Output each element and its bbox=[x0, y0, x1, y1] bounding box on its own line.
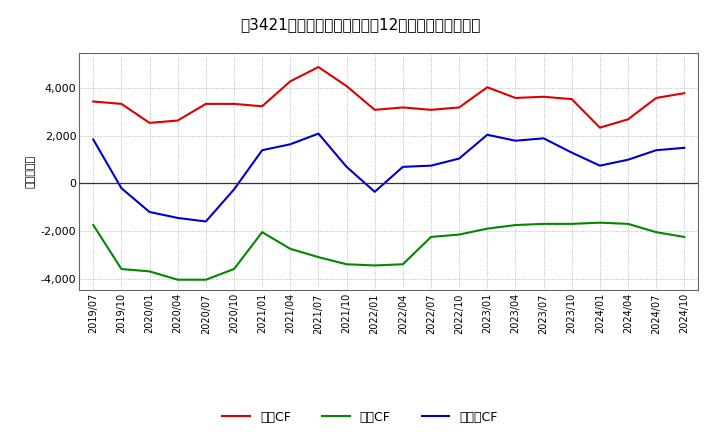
Legend: 営業CF, 投資CF, フリーCF: 営業CF, 投資CF, フリーCF bbox=[217, 407, 503, 429]
フリーCF bbox=[399, 164, 408, 169]
投資CF bbox=[370, 263, 379, 268]
フリーCF bbox=[652, 147, 660, 153]
営業CF bbox=[427, 107, 436, 113]
営業CF bbox=[455, 105, 464, 110]
営業CF bbox=[680, 91, 688, 96]
フリーCF bbox=[595, 163, 604, 168]
フリーCF bbox=[174, 215, 182, 220]
投資CF bbox=[511, 222, 520, 228]
フリーCF bbox=[455, 156, 464, 161]
フリーCF bbox=[117, 186, 126, 191]
投資CF bbox=[145, 269, 154, 274]
投資CF bbox=[399, 262, 408, 267]
Y-axis label: （百万円）: （百万円） bbox=[25, 155, 35, 188]
営業CF bbox=[145, 120, 154, 125]
フリーCF bbox=[511, 138, 520, 143]
フリーCF bbox=[145, 209, 154, 215]
フリーCF bbox=[89, 137, 98, 142]
営業CF bbox=[286, 79, 294, 84]
投資CF bbox=[89, 222, 98, 228]
営業CF bbox=[652, 95, 660, 101]
投資CF bbox=[202, 277, 210, 282]
投資CF bbox=[595, 220, 604, 225]
投資CF bbox=[314, 254, 323, 260]
投資CF bbox=[342, 262, 351, 267]
フリーCF bbox=[370, 189, 379, 194]
営業CF bbox=[370, 107, 379, 113]
フリーCF bbox=[624, 157, 632, 162]
フリーCF bbox=[230, 187, 238, 192]
営業CF bbox=[539, 94, 548, 99]
投資CF bbox=[286, 246, 294, 252]
投資CF bbox=[427, 234, 436, 239]
営業CF bbox=[624, 117, 632, 122]
フリーCF bbox=[258, 147, 266, 153]
投資CF bbox=[483, 226, 492, 231]
フリーCF bbox=[539, 136, 548, 141]
営業CF bbox=[595, 125, 604, 130]
営業CF bbox=[230, 101, 238, 106]
投資CF bbox=[455, 232, 464, 237]
フリーCF bbox=[314, 131, 323, 136]
Line: フリーCF: フリーCF bbox=[94, 134, 684, 221]
営業CF bbox=[89, 99, 98, 104]
フリーCF bbox=[427, 163, 436, 168]
営業CF bbox=[483, 84, 492, 90]
投資CF bbox=[258, 230, 266, 235]
営業CF bbox=[314, 64, 323, 70]
営業CF bbox=[258, 103, 266, 109]
投資CF bbox=[230, 266, 238, 271]
投資CF bbox=[174, 277, 182, 282]
営業CF bbox=[202, 101, 210, 106]
Text: 3421、キャッシュフローの12か月移動合計の推移: 3421、キャッシュフローの12か月移動合計の推移 bbox=[240, 18, 480, 33]
営業CF bbox=[117, 101, 126, 106]
営業CF bbox=[174, 118, 182, 123]
フリーCF bbox=[680, 145, 688, 150]
フリーCF bbox=[483, 132, 492, 137]
Line: 投資CF: 投資CF bbox=[94, 223, 684, 280]
投資CF bbox=[652, 230, 660, 235]
フリーCF bbox=[567, 150, 576, 155]
営業CF bbox=[567, 96, 576, 102]
フリーCF bbox=[202, 219, 210, 224]
フリーCF bbox=[342, 164, 351, 169]
フリーCF bbox=[286, 142, 294, 147]
Line: 営業CF: 営業CF bbox=[94, 67, 684, 128]
投資CF bbox=[539, 221, 548, 227]
営業CF bbox=[399, 105, 408, 110]
投資CF bbox=[624, 221, 632, 227]
投資CF bbox=[680, 234, 688, 239]
営業CF bbox=[342, 84, 351, 89]
投資CF bbox=[117, 266, 126, 271]
営業CF bbox=[511, 95, 520, 101]
投資CF bbox=[567, 221, 576, 227]
